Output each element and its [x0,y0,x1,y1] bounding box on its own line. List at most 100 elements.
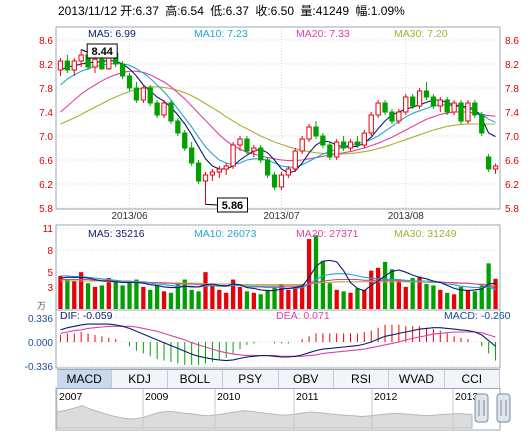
candle-body [161,102,167,116]
candle-body [423,90,430,98]
candle-body [126,75,133,89]
candle-body [444,99,450,113]
volume-bar [203,272,208,309]
price-grid [57,27,499,209]
price-tick-label-right: 8.6 [505,36,519,47]
volume-bar [272,286,277,309]
navigator-year-label: 2010 [217,391,241,403]
tab-obv[interactable]: OBV [279,370,334,388]
candle-body [99,58,105,70]
volume-bar [148,289,153,309]
volume-bar [265,289,270,309]
macd-legend-dea: DEA: 0.071 [276,310,330,322]
tab-wvad[interactable]: WVAD [389,370,445,388]
tab-psy[interactable]: PSY [223,370,279,388]
price-ma-lines [60,59,496,174]
volume-bar [320,261,326,309]
volume-bar [244,291,250,309]
tab-boll[interactable]: BOLL [168,370,224,388]
navigator-year-label: 2011 [296,391,319,403]
candle-body [147,87,153,104]
price-tick-label-left: 7.4 [39,108,53,119]
candle-body [479,114,485,134]
volume-bar [396,279,402,309]
candle-body [285,168,292,176]
macd-axis: 0.336 0.000 -0.336 [25,314,54,373]
tab-cci[interactable]: CCI [445,370,500,388]
volume-bar [451,294,457,309]
high-marker-box [86,43,118,59]
candle-body [195,162,202,182]
volume-legend-ma5: MA5: 35216 [88,228,145,240]
navigator-right-handle[interactable] [496,393,511,423]
candle-body [389,111,395,122]
candle-body [154,102,160,116]
macd-lines [60,323,496,362]
volume-tick-label: 5 [47,268,53,279]
candle-body [472,102,478,116]
tab-macd[interactable]: MACD [57,370,113,388]
candle-body [313,126,319,137]
candle-body [354,141,361,146]
high-marker-line [80,49,88,53]
high-marker-label: 8.44 [91,46,113,58]
candle-body [168,102,174,122]
volume-bar [293,286,298,309]
volume-bar [403,286,408,309]
tab-kdj[interactable]: KDJ [112,370,168,388]
macd-legend-macd: MACD: -0.260 [444,310,511,322]
candle-body [340,141,347,149]
price-axis: 8.6 8.6 8.2 8.2 7.8 7.8 7.4 7.4 7.0 7.0 6.6 6.6 6.2 6… [39,36,519,222]
candle-body [361,132,367,146]
price-tick-label-left: 7.8 [39,84,53,95]
volume-bar [327,283,332,309]
volume-bar [306,239,312,309]
volume-bar [417,276,422,309]
volume-bar [189,289,194,309]
tab-rsi[interactable]: RSI [334,370,390,388]
candle-body [202,174,209,182]
volume-bar [410,278,415,309]
volume-bar [175,282,181,309]
volume-bar [472,291,477,309]
price-x-label: 2013/06 [111,211,148,222]
volume-bar [182,279,187,309]
candle-body [403,96,409,113]
candle-body [189,147,195,164]
navigator-handles[interactable] [474,393,511,423]
volume-bar [465,289,471,309]
candle-body [175,120,181,134]
volume-bar [106,278,111,309]
candle-body [485,156,492,170]
navigator-left-handle[interactable] [474,393,489,423]
candle-body [437,99,443,107]
macd-legend-dif: DIF: -0.059 [60,310,113,322]
price-panel-frame [55,26,501,210]
price-tick-label-right: 7.0 [505,132,519,143]
low-marker-line [205,203,218,206]
navigator-area [56,405,473,429]
volume-bar [92,286,98,309]
volume-ma-lines [60,259,496,292]
price-ma30-line [60,86,496,155]
price-annotations: 8.44 5.86 [80,43,248,213]
navigator-years: 2007 2009 2010 2011 2012 2013 [56,388,479,430]
volume-bar [258,294,263,309]
volume-legend-ma30: MA30: 31249 [394,228,457,240]
candle-body [78,54,84,62]
volume-bar [438,289,443,309]
volume-bar [334,289,339,309]
candle-body [264,159,271,176]
candle-body [271,174,278,188]
low-marker-label: 5.86 [222,200,243,212]
navigator-year-label: 2007 [59,391,83,403]
volume-bar [141,286,146,309]
volume-bar [65,279,70,309]
candle-body [410,96,416,107]
candle-body [375,102,381,116]
quote-header: 2013/11/12 开:6.37 高:6.54 低:6.37 收:6.50 量:… [58,2,408,19]
price-ma20-line [60,70,496,162]
volume-bar [279,283,284,309]
volume-bar [341,291,346,309]
price-tick-label-left: 5.8 [39,204,53,215]
